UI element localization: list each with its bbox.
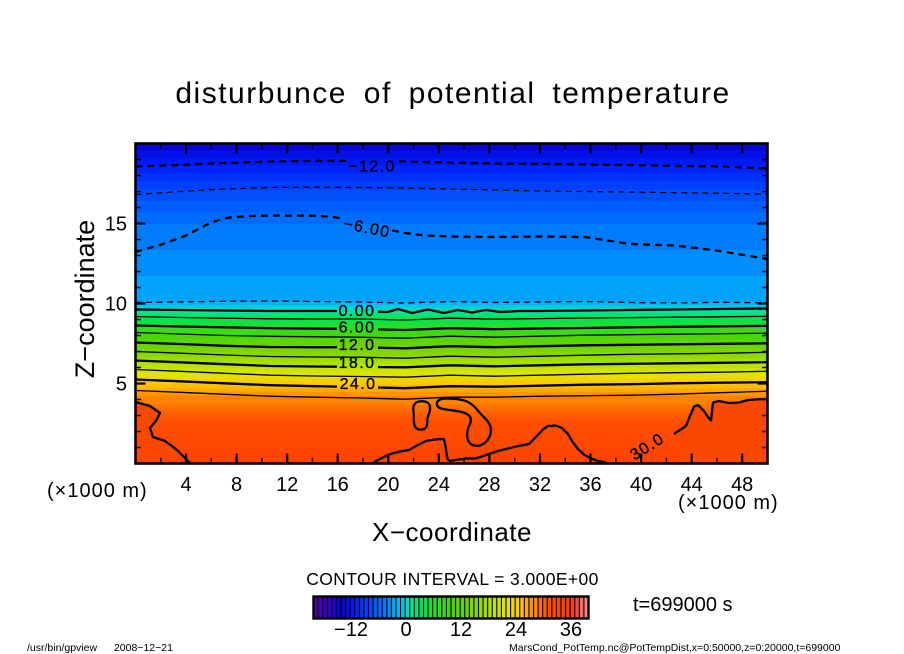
svg-text:24.0: 24.0	[340, 376, 377, 393]
svg-text:CONTOUR INTERVAL = 3.000E+00: CONTOUR INTERVAL = 3.000E+00	[306, 569, 599, 589]
svg-text:−12: −12	[334, 619, 368, 641]
svg-text:0: 0	[400, 619, 411, 641]
svg-text:6.00: 6.00	[339, 320, 376, 337]
svg-text:18.0: 18.0	[339, 355, 376, 372]
svg-text:36: 36	[560, 619, 582, 641]
svg-text:15: 15	[105, 214, 127, 236]
svg-text:36: 36	[579, 474, 601, 496]
svg-text:10: 10	[105, 294, 127, 316]
svg-text:disturbunce of potential tempe: disturbunce of potential temperature	[175, 77, 730, 110]
svg-text:16: 16	[327, 474, 349, 496]
svg-text:24: 24	[428, 474, 450, 496]
svg-text:48: 48	[731, 474, 753, 496]
svg-text:24: 24	[505, 619, 527, 641]
svg-text:20: 20	[377, 474, 399, 496]
svg-text:X−coordinate: X−coordinate	[372, 517, 532, 547]
svg-text:MarsCond_PotTemp.nc@PotTempDis: MarsCond_PotTemp.nc@PotTempDist,x=0:5000…	[509, 642, 841, 654]
svg-text:Z−coordinate: Z−coordinate	[70, 220, 100, 378]
svg-text:28: 28	[478, 474, 500, 496]
svg-text:(×1000 m): (×1000 m)	[678, 492, 779, 514]
svg-text:4: 4	[181, 474, 192, 496]
svg-text:5: 5	[116, 374, 127, 396]
svg-text:t=699000 s: t=699000 s	[633, 594, 733, 616]
svg-text:12: 12	[450, 619, 472, 641]
svg-text:8: 8	[231, 474, 242, 496]
svg-text:−12.0: −12.0	[348, 159, 395, 176]
svg-text:32: 32	[529, 474, 551, 496]
svg-text:/usr/bin/gpview 2008−12−21: /usr/bin/gpview 2008−12−21	[27, 642, 173, 654]
svg-text:0.00: 0.00	[339, 303, 376, 320]
svg-text:44: 44	[681, 474, 703, 496]
svg-text:12.0: 12.0	[339, 337, 376, 354]
svg-text:12: 12	[276, 474, 298, 496]
svg-text:40: 40	[630, 474, 652, 496]
svg-text:(×1000 m): (×1000 m)	[47, 480, 148, 502]
